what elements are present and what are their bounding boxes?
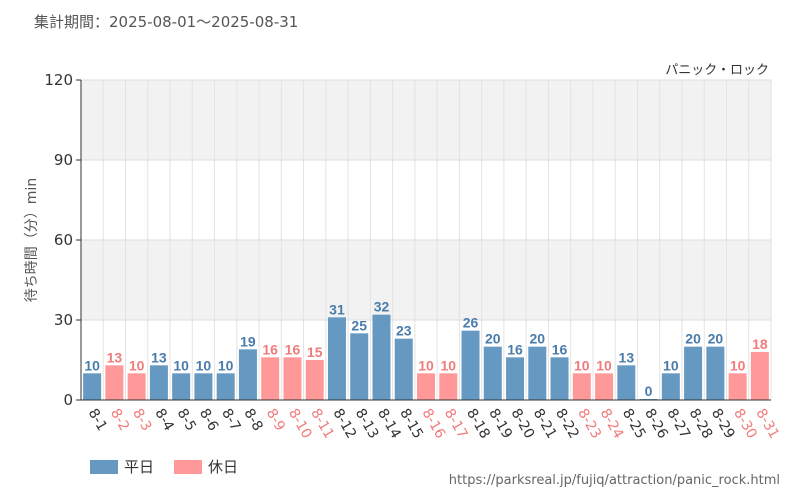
bar-value-label: 19: [240, 333, 256, 349]
bar-value-label: 10: [129, 357, 145, 373]
bar-value-label: 15: [307, 344, 323, 360]
bar: [528, 346, 547, 400]
y-tick-label: 60: [54, 231, 73, 249]
bar-value-label: 18: [752, 336, 768, 352]
bars: [83, 314, 769, 400]
bar: [127, 373, 146, 400]
bar: [706, 346, 725, 400]
bar: [595, 373, 614, 400]
y-axis-ticks: 0 30 60 90 120: [44, 71, 81, 409]
x-tick-label: 8-7: [218, 406, 243, 434]
bar-value-label: 10: [663, 357, 679, 373]
x-axis-ticks: 8-18-28-38-48-58-68-78-88-98-108-118-128…: [85, 406, 782, 442]
x-tick-label: 8-1: [85, 406, 110, 434]
bar-value-label: 26: [463, 315, 479, 331]
bar: [617, 365, 636, 400]
legend-label-holiday: 休日: [208, 458, 239, 476]
y-tick-label: 120: [44, 71, 73, 89]
value-labels: 10 13 10 13 10 10 10 19 16 16 15 31 25 32 23 10 10 26 20 16…: [84, 299, 768, 399]
y-tick-label: 90: [54, 151, 73, 169]
bar: [194, 373, 213, 400]
chart-title: パニック・ロック: [665, 63, 769, 78]
bar: [417, 373, 435, 400]
bar-value-label: 10: [730, 357, 746, 373]
bar-value-label: 0: [645, 383, 653, 399]
bar-value-label: 16: [262, 341, 278, 357]
bar: [305, 360, 324, 400]
bar-value-label: 20: [708, 331, 724, 347]
bar: [439, 373, 458, 400]
bar-value-label: 10: [440, 357, 456, 373]
bar-value-label: 23: [396, 323, 412, 339]
bar-value-label: 16: [552, 341, 568, 357]
bar: [461, 330, 480, 400]
bar: [661, 373, 680, 400]
bar-value-label: 31: [329, 301, 345, 317]
x-tick-label: 8-5: [174, 406, 199, 434]
legend-label-weekday: 平日: [124, 458, 155, 476]
bar: [750, 352, 769, 400]
legend-item-holiday[interactable]: 休日: [174, 456, 238, 477]
bar-value-label: 10: [196, 357, 212, 373]
bar-value-label: 10: [418, 357, 434, 373]
bar: [506, 357, 525, 400]
legend-item-weekday[interactable]: 平日: [90, 456, 154, 477]
bar-value-label: 20: [685, 331, 701, 347]
bar: [572, 373, 591, 400]
x-tick-label: 8-6: [196, 406, 221, 434]
source-url[interactable]: https://parksreal.jp/fujiq/attraction/pa…: [448, 473, 780, 488]
y-tick-label: 30: [54, 311, 73, 329]
bar-value-label: 25: [351, 317, 367, 333]
bar: [216, 373, 235, 400]
x-tick-label: 8-31: [752, 406, 782, 442]
bar-value-label: 10: [84, 357, 100, 373]
bar-value-label: 20: [530, 331, 546, 347]
bar-value-label: 13: [619, 349, 635, 365]
legend: 平日 休日: [90, 456, 238, 477]
period-label: 集計期間：2025-08-01～2025-08-31: [34, 13, 299, 31]
bar-value-label: 10: [173, 357, 189, 373]
y-axis-label: 待ち時間（分）min: [24, 178, 40, 302]
bar: [394, 338, 413, 400]
bar: [728, 373, 747, 400]
bar-value-label: 10: [574, 357, 590, 373]
plot-bands: [81, 80, 771, 320]
x-tick-label: 8-3: [129, 406, 154, 434]
plot-band: [81, 240, 771, 320]
legend-swatch-holiday: [174, 459, 203, 474]
bar-value-label: 16: [507, 341, 523, 357]
horizontal-gridlines: [81, 79, 771, 321]
x-tick-label: 8-8: [240, 406, 265, 434]
bar-value-label: 16: [285, 341, 301, 357]
bar: [550, 357, 569, 400]
bar-value-label: 32: [374, 299, 390, 315]
bar-value-label: 13: [151, 349, 167, 365]
x-tick-label: 8-4: [151, 406, 176, 434]
bar: [238, 349, 257, 400]
bar: [172, 373, 191, 400]
bar-value-label: 20: [485, 331, 501, 347]
bar: [350, 333, 369, 400]
bar: [283, 357, 302, 400]
bar: [105, 365, 124, 400]
bar-value-label: 10: [596, 357, 612, 373]
bar: [83, 373, 102, 400]
x-tick-label: 8-9: [263, 406, 288, 434]
bar: [149, 365, 168, 400]
bar: [684, 346, 703, 400]
bar: [261, 357, 280, 400]
bar: [372, 314, 391, 400]
bar: [483, 346, 502, 400]
plot-band: [81, 80, 771, 160]
legend-swatch-weekday: [90, 459, 118, 474]
y-tick-label: 0: [63, 391, 73, 409]
bar-value-label: 13: [107, 349, 123, 365]
bar: [327, 317, 346, 400]
x-tick-label: 8-2: [107, 406, 132, 434]
bar-value-label: 10: [218, 357, 234, 373]
